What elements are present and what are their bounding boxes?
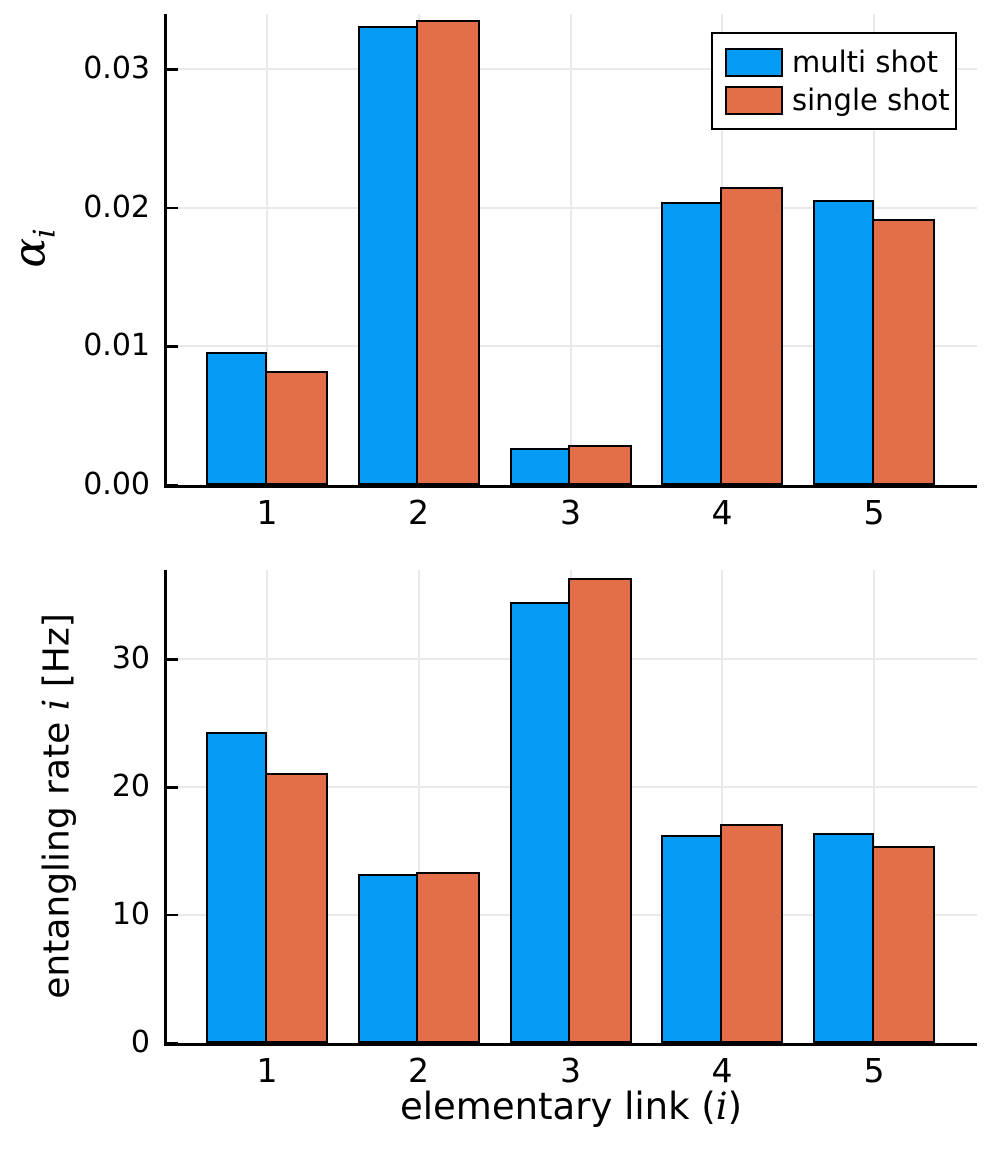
legend: multi shot single shot	[711, 32, 957, 130]
bar-5-single-shot	[871, 219, 935, 485]
x-tick-label: 2	[408, 493, 429, 532]
bar-1-single-shot	[264, 773, 328, 1043]
gridline-vertical	[417, 570, 420, 1043]
bar-5-multi-shot	[813, 199, 874, 485]
bar-4-single-shot	[719, 187, 783, 485]
y-tick-mark	[166, 658, 178, 661]
x-axis-label-close: )	[727, 1085, 743, 1128]
bar-1-multi-shot	[206, 732, 267, 1043]
bar-3-single-shot	[568, 577, 632, 1043]
bottom-y-axis-label: entangling rate i [Hz]	[37, 613, 78, 999]
bottom-x-axis-spine	[164, 1043, 977, 1046]
y-tick-mark	[166, 483, 178, 487]
alpha-subscript: i	[27, 228, 63, 238]
y-tick-label: 30	[111, 641, 150, 677]
bottom-y-axis-label-text: entangling rate	[36, 710, 78, 999]
y-tick-mark	[166, 345, 178, 348]
bar-2-single-shot	[416, 871, 480, 1043]
x-tick-label: 1	[256, 1051, 278, 1090]
gridline-vertical	[569, 14, 572, 485]
y-tick-label: 10	[111, 897, 150, 933]
bottom-chart-plot-area: 0 10 20 30 1 2 3 4 5	[112, 570, 977, 1089]
x-tick-label: 3	[560, 493, 581, 532]
gridline-vertical	[873, 570, 875, 1043]
bottom-y-axis-spine	[164, 570, 167, 1046]
bottom-y-axis-label-i: i	[36, 698, 78, 711]
x-tick-label: 2	[408, 1051, 429, 1090]
x-tick-label: 5	[863, 1051, 885, 1090]
legend-swatch-multi-shot	[725, 47, 783, 77]
bottom-y-axis-label-unit: [Hz]	[36, 613, 78, 699]
gridline-horizontal	[166, 68, 977, 71]
bar-4-multi-shot	[661, 202, 722, 485]
y-tick-mark	[166, 913, 178, 917]
x-tick-label: 1	[256, 493, 278, 532]
bar-3-single-shot	[568, 444, 632, 485]
gridline-vertical	[266, 14, 268, 485]
bar-1-single-shot	[264, 371, 328, 485]
y-tick-mark	[166, 206, 178, 210]
y-tick-mark	[166, 68, 178, 71]
bar-5-multi-shot	[813, 833, 874, 1043]
x-tick-label: 5	[863, 493, 885, 532]
y-tick-label: 0	[130, 1025, 150, 1060]
bar-2-single-shot	[416, 19, 480, 485]
y-tick-label: 0.03	[83, 51, 150, 87]
bar-5-single-shot	[871, 846, 935, 1043]
x-tick-label: 4	[711, 1051, 733, 1090]
x-tick-label: 4	[711, 493, 733, 532]
gridline-vertical	[721, 570, 723, 1043]
top-y-axis-label: αi	[5, 228, 63, 267]
x-axis-label-text: elementary link (	[399, 1085, 716, 1128]
bar-2-multi-shot	[357, 26, 419, 485]
legend-label-multi-shot: multi shot	[792, 45, 938, 79]
gridline-horizontal	[166, 206, 977, 209]
y-tick-label: 0.01	[83, 328, 150, 364]
y-tick-label: 0.02	[83, 189, 150, 225]
x-axis-label: elementary link (i)	[400, 1085, 742, 1128]
top-x-axis-spine	[164, 485, 977, 488]
top-chart-plot-area: multi shot single shot 0.00 0.01 0.02 0.03 1…	[83, 14, 977, 531]
alpha-symbol: α	[4, 237, 56, 268]
bar-4-multi-shot	[661, 834, 722, 1043]
legend-item-single-shot: single shot	[725, 81, 950, 119]
y-tick-label: 0.00	[83, 467, 150, 502]
top-y-axis-spine	[164, 14, 167, 488]
y-tick-mark	[166, 1041, 178, 1045]
bar-3-multi-shot	[509, 447, 571, 485]
y-tick-mark	[166, 786, 178, 789]
legend-item-multi-shot: multi shot	[725, 43, 945, 81]
x-tick-label: 3	[560, 1051, 581, 1090]
bar-4-single-shot	[719, 824, 783, 1043]
legend-label-single-shot: single shot	[792, 83, 950, 117]
x-axis-label-i: i	[715, 1085, 728, 1128]
gridline-horizontal	[166, 345, 977, 348]
bar-3-multi-shot	[509, 601, 571, 1043]
bar-2-multi-shot	[357, 874, 419, 1043]
y-tick-label: 20	[111, 769, 150, 805]
bar-1-multi-shot	[206, 352, 267, 485]
legend-swatch-single-shot	[725, 85, 783, 115]
